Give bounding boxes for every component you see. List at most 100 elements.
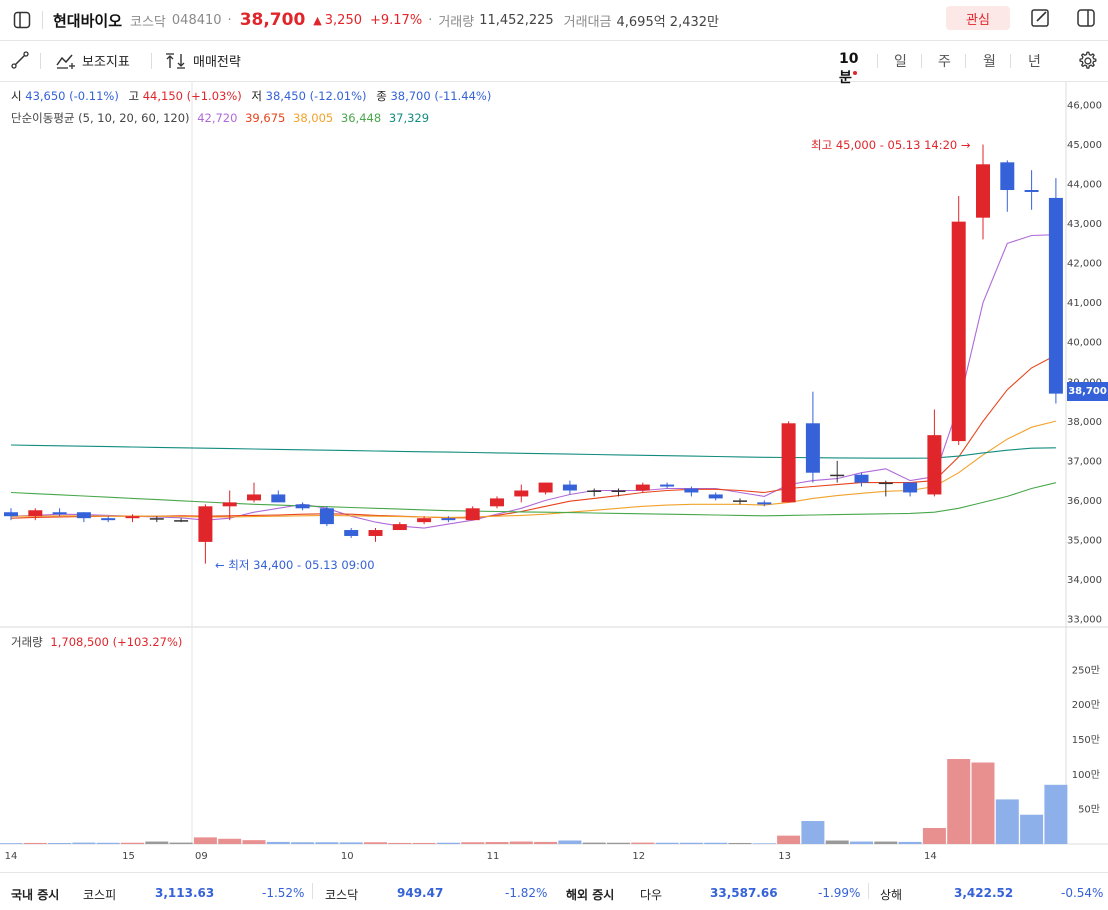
tab-day[interactable]: 일 [894,54,907,70]
candle[interactable] [368,528,383,542]
candle[interactable] [271,490,286,503]
sidebar-toggle-icon[interactable] [12,10,32,30]
settings-gear-icon[interactable] [1076,50,1098,76]
volume-axis-label: 150만 [1072,734,1100,746]
indicator-button[interactable]: 보조지표 [56,51,130,70]
kospi-change: -1.52% [262,886,305,900]
candle[interactable] [319,506,334,527]
candle[interactable] [28,508,43,521]
volume-axis-label: 100만 [1072,769,1100,781]
volume-bar [509,841,533,844]
price-chart[interactable]: 46,000 45,000 44,000 43,000 42,000 41,000 40,0… [0,82,1108,872]
candle[interactable] [222,490,237,521]
candle[interactable] [1000,160,1015,212]
volume-bar [145,841,169,844]
volume-value: 11,452,225 [479,12,554,28]
candle[interactable] [101,516,116,523]
up-arrow-icon: ▲ [313,13,322,27]
volume-bar [947,759,971,844]
candle[interactable] [781,421,796,503]
candle[interactable] [1024,170,1039,210]
price-axis-label: 35,000 [1067,535,1102,546]
kosdaq-label[interactable]: 코스닥 [325,888,359,902]
candle[interactable] [927,409,942,497]
edit-icon[interactable] [1030,8,1050,28]
ma120-value: 37,329 [388,111,430,125]
candle[interactable] [1048,178,1063,404]
stock-code: 048410 [171,12,222,28]
candle[interactable] [538,482,553,495]
candle[interactable] [490,496,504,509]
candle[interactable] [465,506,480,521]
candle[interactable] [587,488,602,497]
candle[interactable] [878,480,893,497]
overseas-market-label: 해외 증시 [566,888,615,902]
dow-label[interactable]: 다우 [640,888,663,902]
volume-bar [121,842,144,844]
tab-month[interactable]: 월 [983,54,996,70]
price-axis-label: 42,000 [1067,259,1102,270]
amount-value: 4,695억 2,432만 [616,14,720,30]
candle[interactable] [125,514,140,523]
volume-bar [218,838,242,844]
candle[interactable] [733,498,747,505]
ma-legend: 단순이동평균 (5, 10, 20, 60, 120) 42,720 39,67… [11,110,429,126]
candle[interactable] [441,516,456,523]
candle[interactable] [247,482,261,503]
candle[interactable] [562,480,577,495]
high-value: 44,150 (+1.03%) [142,89,242,103]
candle[interactable] [976,144,990,240]
candle[interactable] [149,516,164,523]
candle[interactable] [174,518,189,523]
ma-title: 단순이동평균 (5, 10, 20, 60, 120) [11,111,190,125]
strategy-button[interactable]: 매매전략 [165,51,241,70]
volume-bar [631,842,655,844]
candle[interactable] [805,391,820,483]
volume-bar [0,843,23,844]
volume-bar [193,837,217,844]
candle[interactable] [52,508,67,517]
drawing-tool-icon[interactable] [11,51,29,69]
candle[interactable] [392,522,407,531]
candle[interactable] [903,482,918,497]
candle[interactable] [611,488,626,497]
candle[interactable] [951,195,966,446]
volume-bar [461,842,485,844]
dot-separator: · [227,12,232,28]
kosdaq-value: 949.47 [397,886,444,900]
candle[interactable] [660,482,675,489]
chart-canvas[interactable]: 46,000 45,000 44,000 43,000 42,000 41,000 40,0… [0,82,1108,872]
volume-bar [752,843,776,844]
watchlist-button[interactable]: 관심 [946,6,1010,30]
ma5-line [10,234,1056,529]
ma20-value: 38,005 [293,111,334,125]
strategy-label: 매매전략 [193,55,241,70]
tab-week[interactable]: 주 [938,54,951,70]
candle[interactable] [198,504,213,564]
candle[interactable] [4,508,18,521]
side-panel-icon[interactable] [1076,8,1096,28]
tab-year[interactable]: 년 [1028,54,1041,70]
kospi-label[interactable]: 코스피 [83,888,117,902]
price-axis-label: 40,000 [1067,338,1102,349]
candle[interactable] [417,516,432,525]
shanghai-label[interactable]: 상해 [880,888,903,902]
candle[interactable] [344,528,359,538]
tab-10min[interactable]: 10분 [839,51,859,86]
candle[interactable] [514,484,529,503]
time-axis-label: 14 [924,851,937,862]
stock-name[interactable]: 현대바이오 [53,11,123,30]
candle[interactable] [757,500,772,507]
open-label: 시 [11,89,22,103]
candle[interactable] [708,492,723,501]
divider [151,53,152,69]
volume-bar [898,841,922,844]
candle[interactable] [854,472,869,487]
candle[interactable] [684,486,699,497]
close-value: 38,700 (-11.44%) [390,89,492,103]
candle[interactable] [830,460,845,483]
candle[interactable] [76,512,91,523]
candle[interactable] [635,482,650,493]
candle[interactable] [295,502,310,511]
volume-axis-label: 250만 [1072,664,1100,676]
